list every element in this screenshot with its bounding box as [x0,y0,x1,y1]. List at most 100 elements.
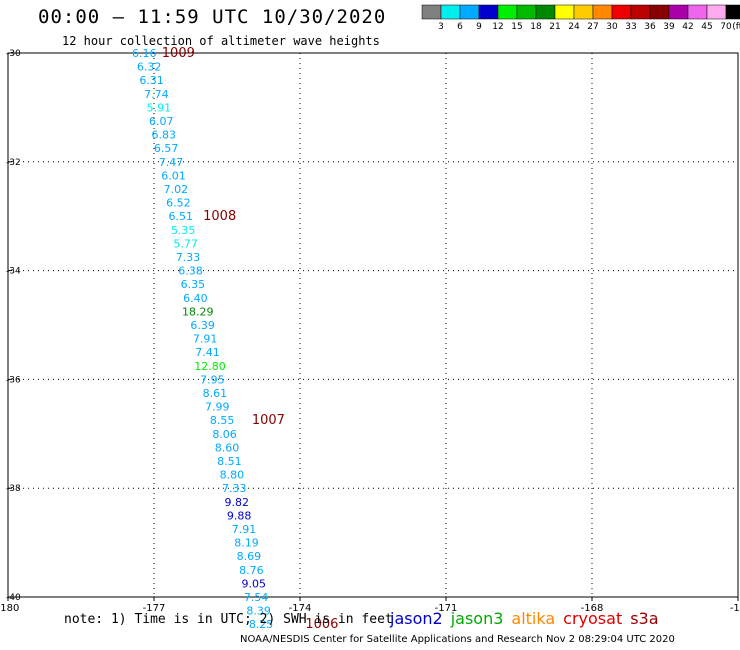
colorbar-swatch [725,4,740,20]
colorbar-label: 18 [530,22,542,32]
swh-value: 6.07 [149,115,174,128]
legend-cryosat: cryosat [563,609,623,628]
swh-value: 5.77 [173,237,198,250]
x-tick-label: -180 [0,603,19,614]
plot-frame [7,52,739,598]
colorbar-label: 15 [511,22,522,32]
colorbar-swatch [421,4,442,20]
swh-value: 18.29 [182,305,214,318]
colorbar-label: 45 [701,22,712,32]
swh-value: 5.91 [147,101,172,114]
swh-value: 6.01 [161,169,186,182]
satellite-legend: jason2 jason3 altika cryosat s3a [390,609,667,628]
y-tick-label: -40 [6,593,21,603]
swh-value: 6.38 [178,265,203,278]
colorbar-swatch [535,4,556,20]
swh-value: 7.47 [159,156,184,169]
time-label: 1009 [162,46,195,61]
x-tick-label: -16 [730,603,740,614]
colorbar-swatch [649,4,670,20]
colorbar-swatch [459,4,480,20]
y-tick-label: -38 [6,484,21,494]
swh-value: 7.91 [193,333,218,346]
swh-value: 8.51 [217,455,242,468]
x-tick-label: -174 [289,603,312,614]
colorbar-swatch [668,4,689,20]
colorbar-label: 27 [587,22,598,32]
colorbar-label: 36 [644,22,656,32]
swh-value: 6.52 [166,197,191,210]
y-tick-label: -34 [6,267,21,277]
chart-title: 00:00 – 11:59 UTC 10/30/2020 [38,6,387,28]
colorbar-swatch [573,4,594,20]
swh-value: 6.57 [154,142,179,155]
swh-value: 7.33 [222,482,247,495]
colorbar-swatch [592,4,613,20]
colorbar-swatch [497,4,518,20]
swh-value: 9.05 [242,577,267,590]
colorbar-label: 30 [606,22,618,32]
swh-value: 8.60 [215,441,240,454]
swh-value: 7.91 [232,523,257,536]
swh-value: 6.39 [190,319,215,332]
colorbar-swatch [554,4,575,20]
colorbar-swatch [516,4,537,20]
colorbar-unit: (ft) [732,22,740,32]
legend-jason3: jason3 [450,609,504,628]
swh-value: 6.51 [169,210,194,223]
colorbar-label: 6 [457,22,463,32]
colorbar-swatch [687,4,708,20]
colorbar-label: 39 [663,22,675,32]
y-tick-label: -36 [6,375,21,385]
legend-altika: altika [511,609,556,628]
legend-jason2: jason2 [390,609,443,628]
swh-value: 6.83 [151,129,176,142]
swh-value: 8.25 [249,618,274,631]
swh-value: 7.74 [144,88,169,101]
colorbar-label: 33 [625,22,636,32]
swh-value: 8.06 [212,428,237,441]
swh-value: 8.80 [220,469,245,482]
colorbar-label: 9 [476,22,482,32]
swh-value: 8.39 [246,605,271,618]
swh-value: 6.35 [181,278,206,291]
colorbar-label: 21 [549,22,560,32]
swh-value: 6.16 [132,47,157,60]
swh-value: 5.35 [171,224,196,237]
colorbar-label: 24 [568,22,580,32]
y-tick-label: -32 [6,158,21,168]
colorbar-label: 70 [720,22,732,32]
swh-value: 8.69 [237,550,262,563]
swh-value: 7.02 [164,183,189,196]
swh-value: 12.80 [194,360,226,373]
time-label: 1006 [305,617,338,632]
swh-value: 8.76 [239,564,264,577]
footer-note: note: 1) Time is in UTC; 2) SWH is in fe… [64,612,393,627]
x-tick-label: -177 [143,603,166,614]
colorbar-label: 42 [682,22,693,32]
x-tick-label: -171 [435,603,458,614]
x-tick-label: -168 [581,603,604,614]
colorbar-swatch [630,4,651,20]
swh-value: 7.33 [176,251,201,264]
swh-value: 7.41 [195,346,220,359]
swh-value: 7.99 [205,401,230,414]
swh-value: 9.88 [227,509,252,522]
swh-value: 7.54 [244,591,269,604]
legend-s3a: s3a [630,609,659,628]
chart-subtitle: 12 hour collection of altimeter wave hei… [62,34,380,48]
colorbar-swatch [478,4,499,20]
swh-value: 6.31 [139,74,164,87]
colorbar-swatch [706,4,727,20]
swh-value: 9.82 [224,496,249,509]
colorbar-swatch [440,4,461,20]
swh-value: 6.40 [183,292,208,305]
swh-value: 8.61 [203,387,228,400]
credit-line: NOAA/NESDIS Center for Satellite Applica… [240,634,675,645]
time-label: 1007 [252,413,285,428]
swh-value: 8.19 [234,537,259,550]
swh-value: 6.32 [137,61,162,74]
swh-value: 8.55 [210,414,235,427]
swh-value: 7.95 [200,373,225,386]
